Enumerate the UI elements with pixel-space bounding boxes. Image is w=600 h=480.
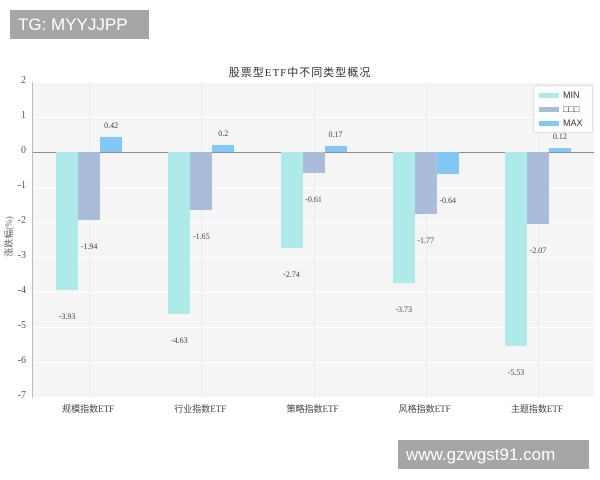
y-axis-label: 涨跌幅(%) — [3, 216, 14, 257]
y-tick-label: 1 — [21, 110, 26, 121]
x-tick-label: 行业指数ETF — [174, 404, 227, 414]
x-tick-label: 策略指数ETF — [286, 404, 339, 414]
y-tick-label: -6 — [17, 355, 26, 366]
value-label: 0.42 — [104, 121, 119, 131]
value-label: 0.12 — [552, 131, 567, 141]
value-label: -5.53 — [507, 367, 525, 377]
bar-max-2 — [324, 146, 347, 152]
y-tick-label: 0 — [21, 145, 26, 156]
y-tick-label: -4 — [17, 285, 26, 296]
bar--4 — [526, 152, 549, 225]
bar-min-1 — [168, 152, 191, 315]
bar--1 — [190, 152, 213, 210]
y-tick-label: -5 — [17, 320, 26, 331]
gridline-horizontal — [33, 397, 594, 398]
gridline-vertical — [201, 82, 203, 397]
bar--0 — [78, 152, 101, 220]
bar-min-0 — [56, 152, 79, 290]
y-tick-label: 2 — [21, 75, 26, 86]
bar-max-1 — [212, 145, 235, 152]
y-tick-label: -7 — [17, 390, 26, 401]
value-label: -0.64 — [439, 196, 457, 206]
chart-title: 股票型ETF中不同类型概况 — [228, 67, 372, 79]
value-label: -2.74 — [283, 269, 300, 279]
legend-label: MAX — [563, 118, 583, 128]
x-tick-label: 规模指数ETF — [62, 404, 115, 414]
value-label: -1.65 — [192, 231, 210, 241]
legend-swatch — [539, 107, 559, 112]
value-label: -3.73 — [395, 304, 413, 314]
legend-swatch — [539, 121, 559, 126]
value-label: 0.17 — [328, 130, 343, 140]
value-label: -1.77 — [417, 235, 435, 245]
x-tick-label: 风格指数ETF — [398, 404, 451, 414]
plot-area: -3.93 -1.94 0.42 -4.63 -1.65 0.2 -2.74 -0.61 0.1… — [32, 82, 594, 398]
value-label: -2.07 — [529, 246, 547, 256]
legend-item: MIN — [539, 89, 593, 101]
bar-min-4 — [504, 152, 527, 346]
value-label: 0.2 — [218, 129, 229, 138]
legend-swatch — [539, 93, 559, 98]
gridline-vertical — [425, 82, 427, 397]
x-tick-label: 主题指数ETF — [510, 404, 563, 414]
y-tick-label: -3 — [17, 250, 26, 261]
legend-label: MIN — [563, 90, 580, 100]
bar-max-0 — [100, 137, 123, 152]
gridline-vertical — [537, 82, 539, 397]
value-label: -3.93 — [58, 311, 76, 321]
watermark-bottom: www.gzwgst91.com — [398, 440, 589, 469]
watermark-top: TG: MYYJJPP — [10, 10, 149, 39]
gridline-vertical — [313, 82, 315, 397]
bar--3 — [414, 152, 437, 214]
bar-min-2 — [280, 152, 303, 248]
legend-item: □□□ — [539, 103, 593, 115]
legend-item: MAX — [539, 117, 593, 129]
bar-max-3 — [436, 152, 459, 175]
bar--2 — [302, 152, 325, 174]
gridline-vertical — [89, 82, 91, 397]
value-label: -4.63 — [170, 336, 188, 346]
value-label: -1.94 — [80, 241, 98, 251]
value-label: -0.61 — [305, 195, 322, 205]
y-tick-label: -1 — [17, 180, 26, 191]
legend-label: □□□ — [563, 104, 580, 114]
y-tick-label: -2 — [17, 215, 26, 226]
legend: MIN □□□ MAX — [533, 85, 593, 133]
bar-max-4 — [548, 147, 571, 152]
bar-min-3 — [392, 152, 415, 283]
